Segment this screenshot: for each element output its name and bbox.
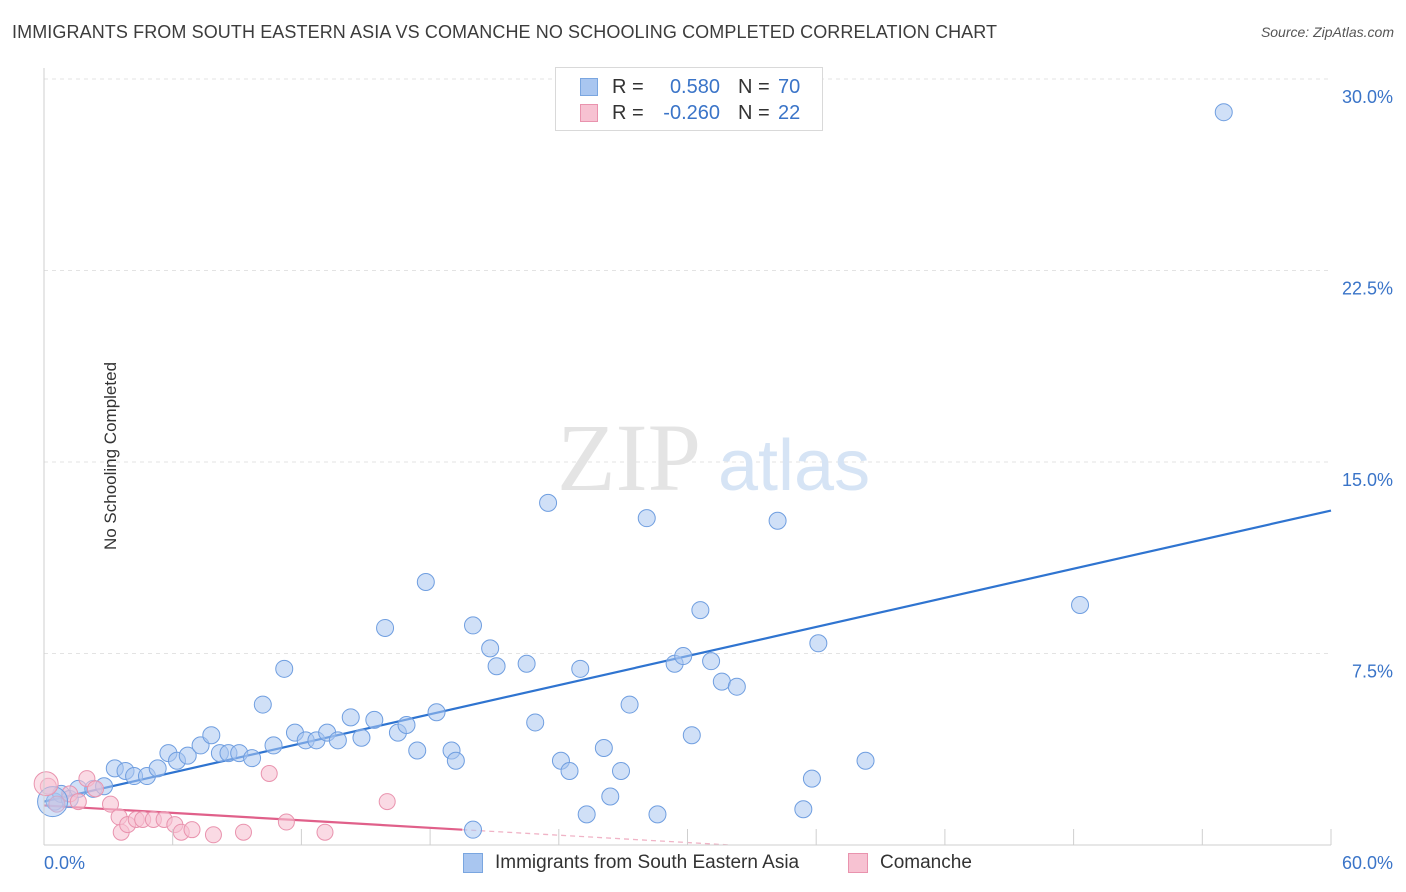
scatter-point-blue [341,708,360,727]
scatter-point-blue [243,749,262,768]
scatter-point-blue [620,695,639,714]
chart-source: Source: ZipAtlas.com [1260,24,1394,40]
chart-title: IMMIGRANTS FROM SOUTH EASTERN ASIA VS CO… [12,22,998,42]
y-tick-label: 15.0% [1342,470,1393,490]
scatter-point-pink [378,793,396,811]
scatter-point-blue [594,738,613,757]
scatter-point-blue [178,746,197,765]
scatter-point-blue [768,511,787,530]
scatter-point-pink [101,795,119,813]
scatter-point-blue [612,761,631,780]
scatter-point-blue [648,805,667,824]
scatter-point-pink [33,771,59,797]
series-legend: Immigrants from South Eastern Asia Coman… [0,852,1406,878]
scatter-point-blue [712,672,731,691]
scatter-point-pink [204,826,222,844]
legend-row-pink: R = -0.260 N = 22 [580,100,800,126]
x-tick-label: 60.0% [1342,853,1393,873]
y-tick-label: 22.5% [1342,279,1393,299]
scatter-point-blue [809,634,828,653]
scatter-point-blue [481,639,500,658]
scatter-point-blue [577,805,596,824]
scatter-point-blue [253,695,272,714]
scatter-point-blue [446,751,465,770]
scatter-point-pink [277,813,295,831]
scatter-point-blue [365,710,384,729]
series-legend-label: Comanche [880,852,972,873]
scatter-point-blue [1214,103,1233,122]
series-legend-swatch-pink [848,853,868,873]
scatter-point-pink [86,780,104,798]
legend-n-label: N = [738,101,770,124]
legend-r-value: -0.260 [663,101,720,124]
scatter-point-blue [416,573,435,592]
watermark-zip: ZIP [557,404,701,511]
scatter-point-pink [316,823,334,841]
scatter-point-blue [376,618,395,637]
scatter-point-blue [487,657,506,676]
y-tick-label: 30.0% [1342,87,1393,107]
scatter-point-blue [637,509,656,528]
legend-row-blue: R = 0.580 N = 70 [580,74,800,100]
scatter-point-blue [275,659,294,678]
scatter-point-pink [69,793,87,811]
scatter-point-blue [702,652,721,671]
scatter-point-blue [264,736,283,755]
x-tick-label: 0.0% [44,853,85,873]
scatter-point-pink [183,821,201,839]
watermark-atlas: atlas [718,426,870,506]
scatter-point-blue [601,787,620,806]
scatter-point-blue [571,659,590,678]
scatter-point-blue [794,800,813,819]
trend-line-pink-extension [462,829,731,846]
scatter-point-blue [682,726,701,745]
scatter-point-blue [526,713,545,732]
scatter-point-blue [539,493,558,512]
series-legend-item-blue: Immigrants from South Eastern Asia [463,852,799,874]
legend-r-value: 0.580 [669,75,720,98]
scatter-point-pink [234,823,252,841]
legend-swatch-blue [580,78,598,96]
legend-swatch-pink [580,104,598,122]
scatter-point-blue [352,728,371,747]
series-legend-swatch-blue [463,853,483,873]
scatter-point-blue [397,715,416,734]
scatter-point-blue [856,751,875,770]
legend-n-value: 22 [778,101,801,124]
legend-n-label: N = [738,75,770,98]
scatter-point-blue [691,601,710,620]
scatter-point-blue [202,726,221,745]
legend-n-value: 70 [778,75,801,98]
scatter-point-blue [674,647,693,666]
scatter-point-blue [148,759,167,778]
scatter-point-blue [802,769,821,788]
y-tick-label: 7.5% [1352,662,1393,682]
y-axis-label: No Schooling Completed [101,361,121,551]
scatter-point-blue [328,731,347,750]
scatter-point-blue [427,703,446,722]
scatter-point-pink [260,765,278,783]
scatter-point-blue [727,677,746,696]
legend-r-label: R = [612,101,644,124]
series-legend-label: Immigrants from South Eastern Asia [495,852,800,873]
scatter-point-blue [464,820,482,839]
scatter-point-blue [464,616,482,635]
legend-r-label: R = [612,75,644,98]
series-legend-item-pink: Comanche [848,852,972,874]
scatter-point-blue [517,654,536,673]
watermark: ZIP atlas [557,404,870,511]
scatter-point-blue [560,761,579,780]
scatter-point-blue [1071,595,1090,614]
correlation-legend: R = 0.580 N = 70 R = -0.260 N = 22 [555,67,823,131]
scatter-point-blue [408,741,427,760]
